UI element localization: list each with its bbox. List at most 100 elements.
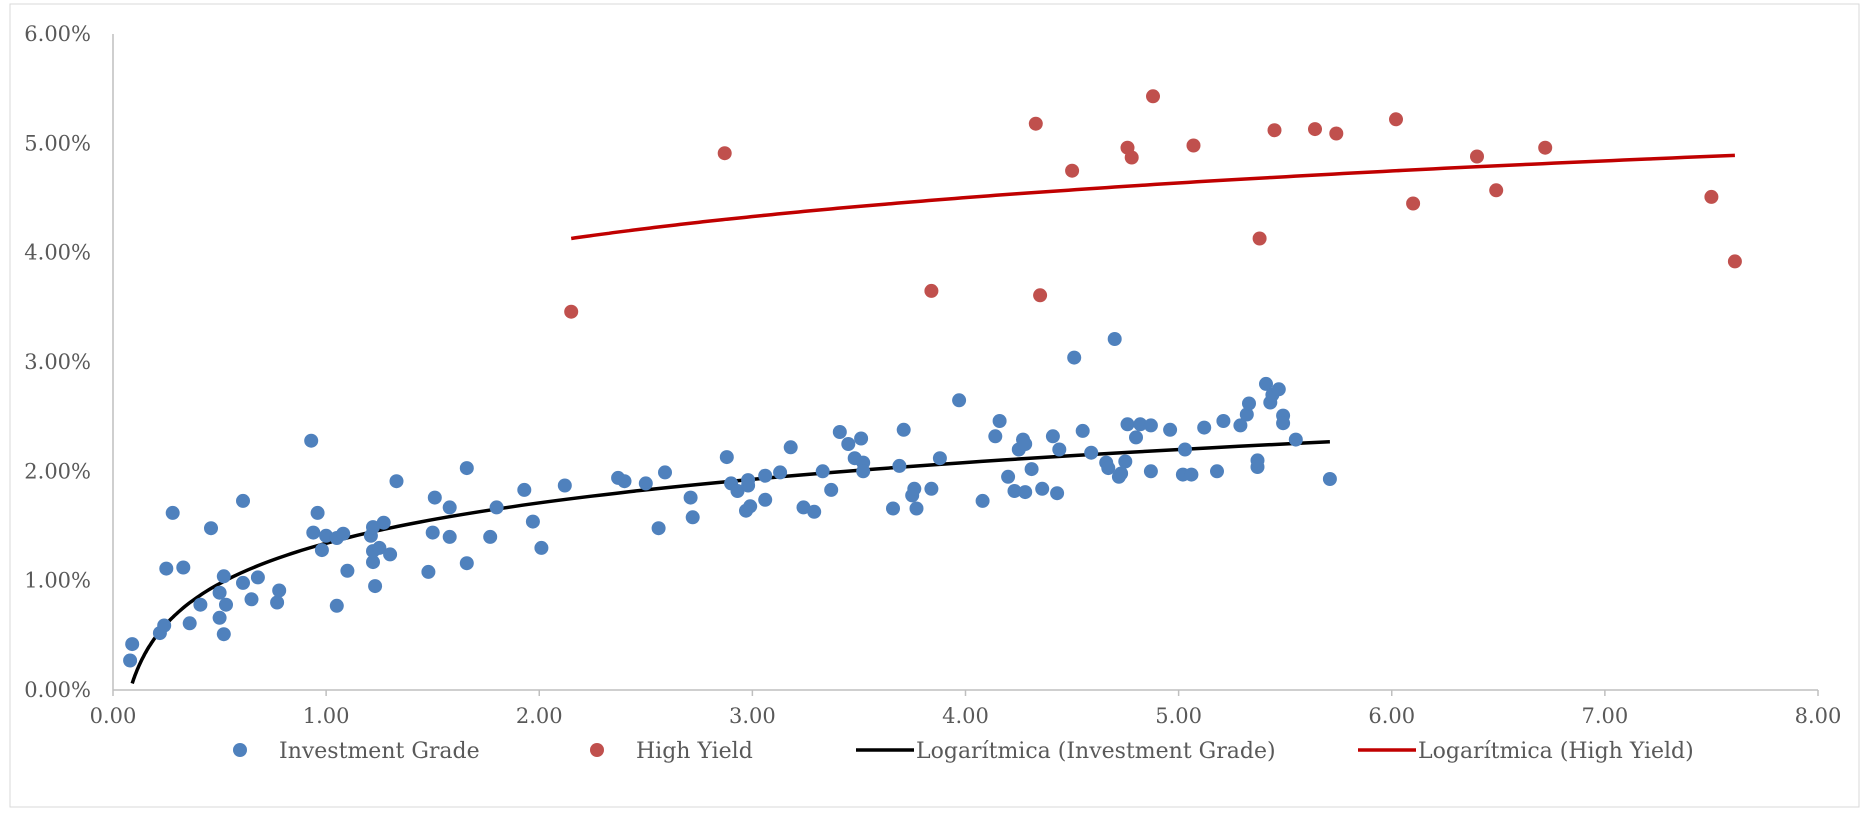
investment-grade-point (1143, 464, 1158, 479)
investment-grade-point (1233, 418, 1248, 433)
y-axis-ticks: 0.00% 1.00% 2.00% 3.00% 4.00% 5.00% 6.00% (24, 22, 91, 702)
y-tick-label: 3.00% (24, 350, 91, 374)
investment-grade-point (366, 555, 380, 570)
investment-grade-point (459, 461, 474, 476)
investment-grade-point (924, 481, 939, 496)
x-tick-label: 1.00 (303, 704, 350, 728)
chart-border (9, 3, 1860, 808)
investment-grade-point (1259, 376, 1273, 391)
investment-grade-point (517, 482, 532, 497)
y-tick-label: 2.00% (24, 459, 91, 483)
investment-grade-point (427, 490, 442, 505)
investment-grade-point (651, 521, 666, 536)
investment-grade-point (329, 598, 344, 613)
investment-grade-point (534, 540, 549, 555)
investment-grade-point (1035, 481, 1050, 496)
investment-grade-point (1107, 332, 1122, 346)
investment-grade-point (193, 597, 208, 612)
investment-grade-point (216, 569, 231, 584)
investment-grade-point (376, 515, 391, 530)
investment-grade-point (314, 543, 329, 558)
high-yield-point (1406, 196, 1421, 211)
investment-grade-point (1045, 429, 1060, 444)
y-tick-label: 5.00% (24, 131, 91, 155)
investment-grade-point (1163, 422, 1178, 437)
investment-grade-point (244, 592, 259, 607)
investment-grade-point (992, 414, 1007, 428)
x-tick-label: 8.00 (1795, 704, 1842, 728)
y-tick-label: 4.00% (24, 241, 91, 265)
investment-grade-point (1133, 417, 1148, 432)
x-tick-label: 5.00 (1155, 704, 1202, 728)
high-yield-point (564, 304, 579, 319)
high-yield-point (1065, 163, 1080, 178)
investment-grade-point (638, 476, 653, 491)
legend-marker (590, 743, 604, 757)
high-yield-point (717, 146, 732, 161)
data-points (123, 89, 1742, 668)
y-tick-label: 6.00% (24, 22, 91, 46)
investment-grade-point (807, 504, 822, 519)
investment-grade-point (1242, 396, 1256, 411)
investment-grade-point (372, 540, 387, 555)
trendlines (130, 153, 1735, 684)
investment-grade-point (204, 521, 218, 536)
investment-grade-point (216, 627, 231, 642)
investment-grade-point (1050, 486, 1065, 501)
investment-grade-point (368, 579, 383, 594)
investment-grade-point (1250, 453, 1265, 468)
legend-marker (233, 743, 247, 757)
investment-grade-point (1001, 469, 1016, 484)
investment-grade-point (856, 464, 871, 479)
investment-grade-point (250, 570, 265, 585)
investment-grade-point (824, 482, 839, 497)
investment-grade-point (909, 501, 924, 516)
high-yield-point (1470, 149, 1484, 164)
trendline (130, 440, 1330, 684)
x-tick-label: 4.00 (942, 704, 989, 728)
investment-grade-point (741, 473, 756, 488)
investment-grade-point (1067, 350, 1082, 365)
investment-grade-point (1271, 382, 1286, 397)
trendline (570, 153, 1735, 241)
y-tick-label: 1.00% (24, 569, 91, 593)
investment-grade-point (685, 510, 700, 525)
investment-grade-point (1276, 416, 1291, 431)
high-yield-point (1146, 89, 1160, 104)
investment-grade-point (617, 474, 632, 489)
investment-grade-point (425, 525, 440, 540)
investment-grade-point (1288, 432, 1303, 447)
investment-grade-point (975, 493, 990, 508)
high-yield-point (1186, 138, 1201, 153)
investment-grade-point (165, 505, 180, 520)
investment-grade-point (219, 597, 233, 612)
investment-grade-point (730, 484, 745, 498)
investment-grade-point (1007, 484, 1022, 498)
investment-grade-point (841, 437, 856, 451)
investment-grade-point (459, 556, 474, 571)
investment-grade-point (815, 464, 830, 479)
investment-grade-point (383, 547, 398, 562)
investment-grade-point (212, 610, 227, 625)
investment-grade-point (854, 431, 869, 446)
investment-grade-point (1239, 407, 1254, 422)
investment-grade-point (1084, 445, 1099, 460)
x-tick-label: 7.00 (1581, 704, 1628, 728)
investment-grade-point (1210, 464, 1224, 479)
investment-grade-point (176, 560, 191, 575)
investment-grade-point (932, 451, 947, 466)
investment-grade-point (483, 529, 498, 544)
investment-grade-point (236, 575, 250, 590)
investment-grade-point (272, 583, 287, 598)
investment-grade-point (366, 520, 380, 535)
investment-grade-point (525, 514, 540, 529)
legend-label: Logarítmica (Investment Grade) (916, 739, 1276, 764)
investment-grade-point (896, 422, 911, 437)
investment-grade-point (658, 465, 672, 480)
high-yield-point (1329, 126, 1344, 141)
investment-grade-point (336, 526, 351, 541)
investment-grade-point (907, 481, 922, 496)
investment-grade-point (442, 529, 457, 544)
x-tick-label: 6.00 (1368, 704, 1415, 728)
